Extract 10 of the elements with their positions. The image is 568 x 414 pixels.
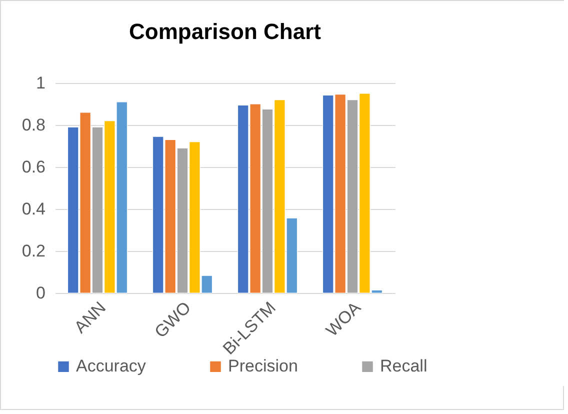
y-tick-label: 0.8	[22, 116, 46, 134]
legend-label: Recall	[380, 356, 428, 376]
y-tick-label: 0.2	[22, 242, 46, 260]
y-tick-label: 0.4	[22, 200, 46, 218]
chart-title: Comparison Chart	[129, 19, 322, 44]
y-tick-label: 1	[36, 74, 46, 92]
y-tick-label: 0	[36, 284, 46, 302]
y-tick-label: 0.6	[22, 158, 46, 176]
legend-label: Precision	[228, 356, 298, 376]
legend-label: Accuracy	[76, 356, 146, 376]
